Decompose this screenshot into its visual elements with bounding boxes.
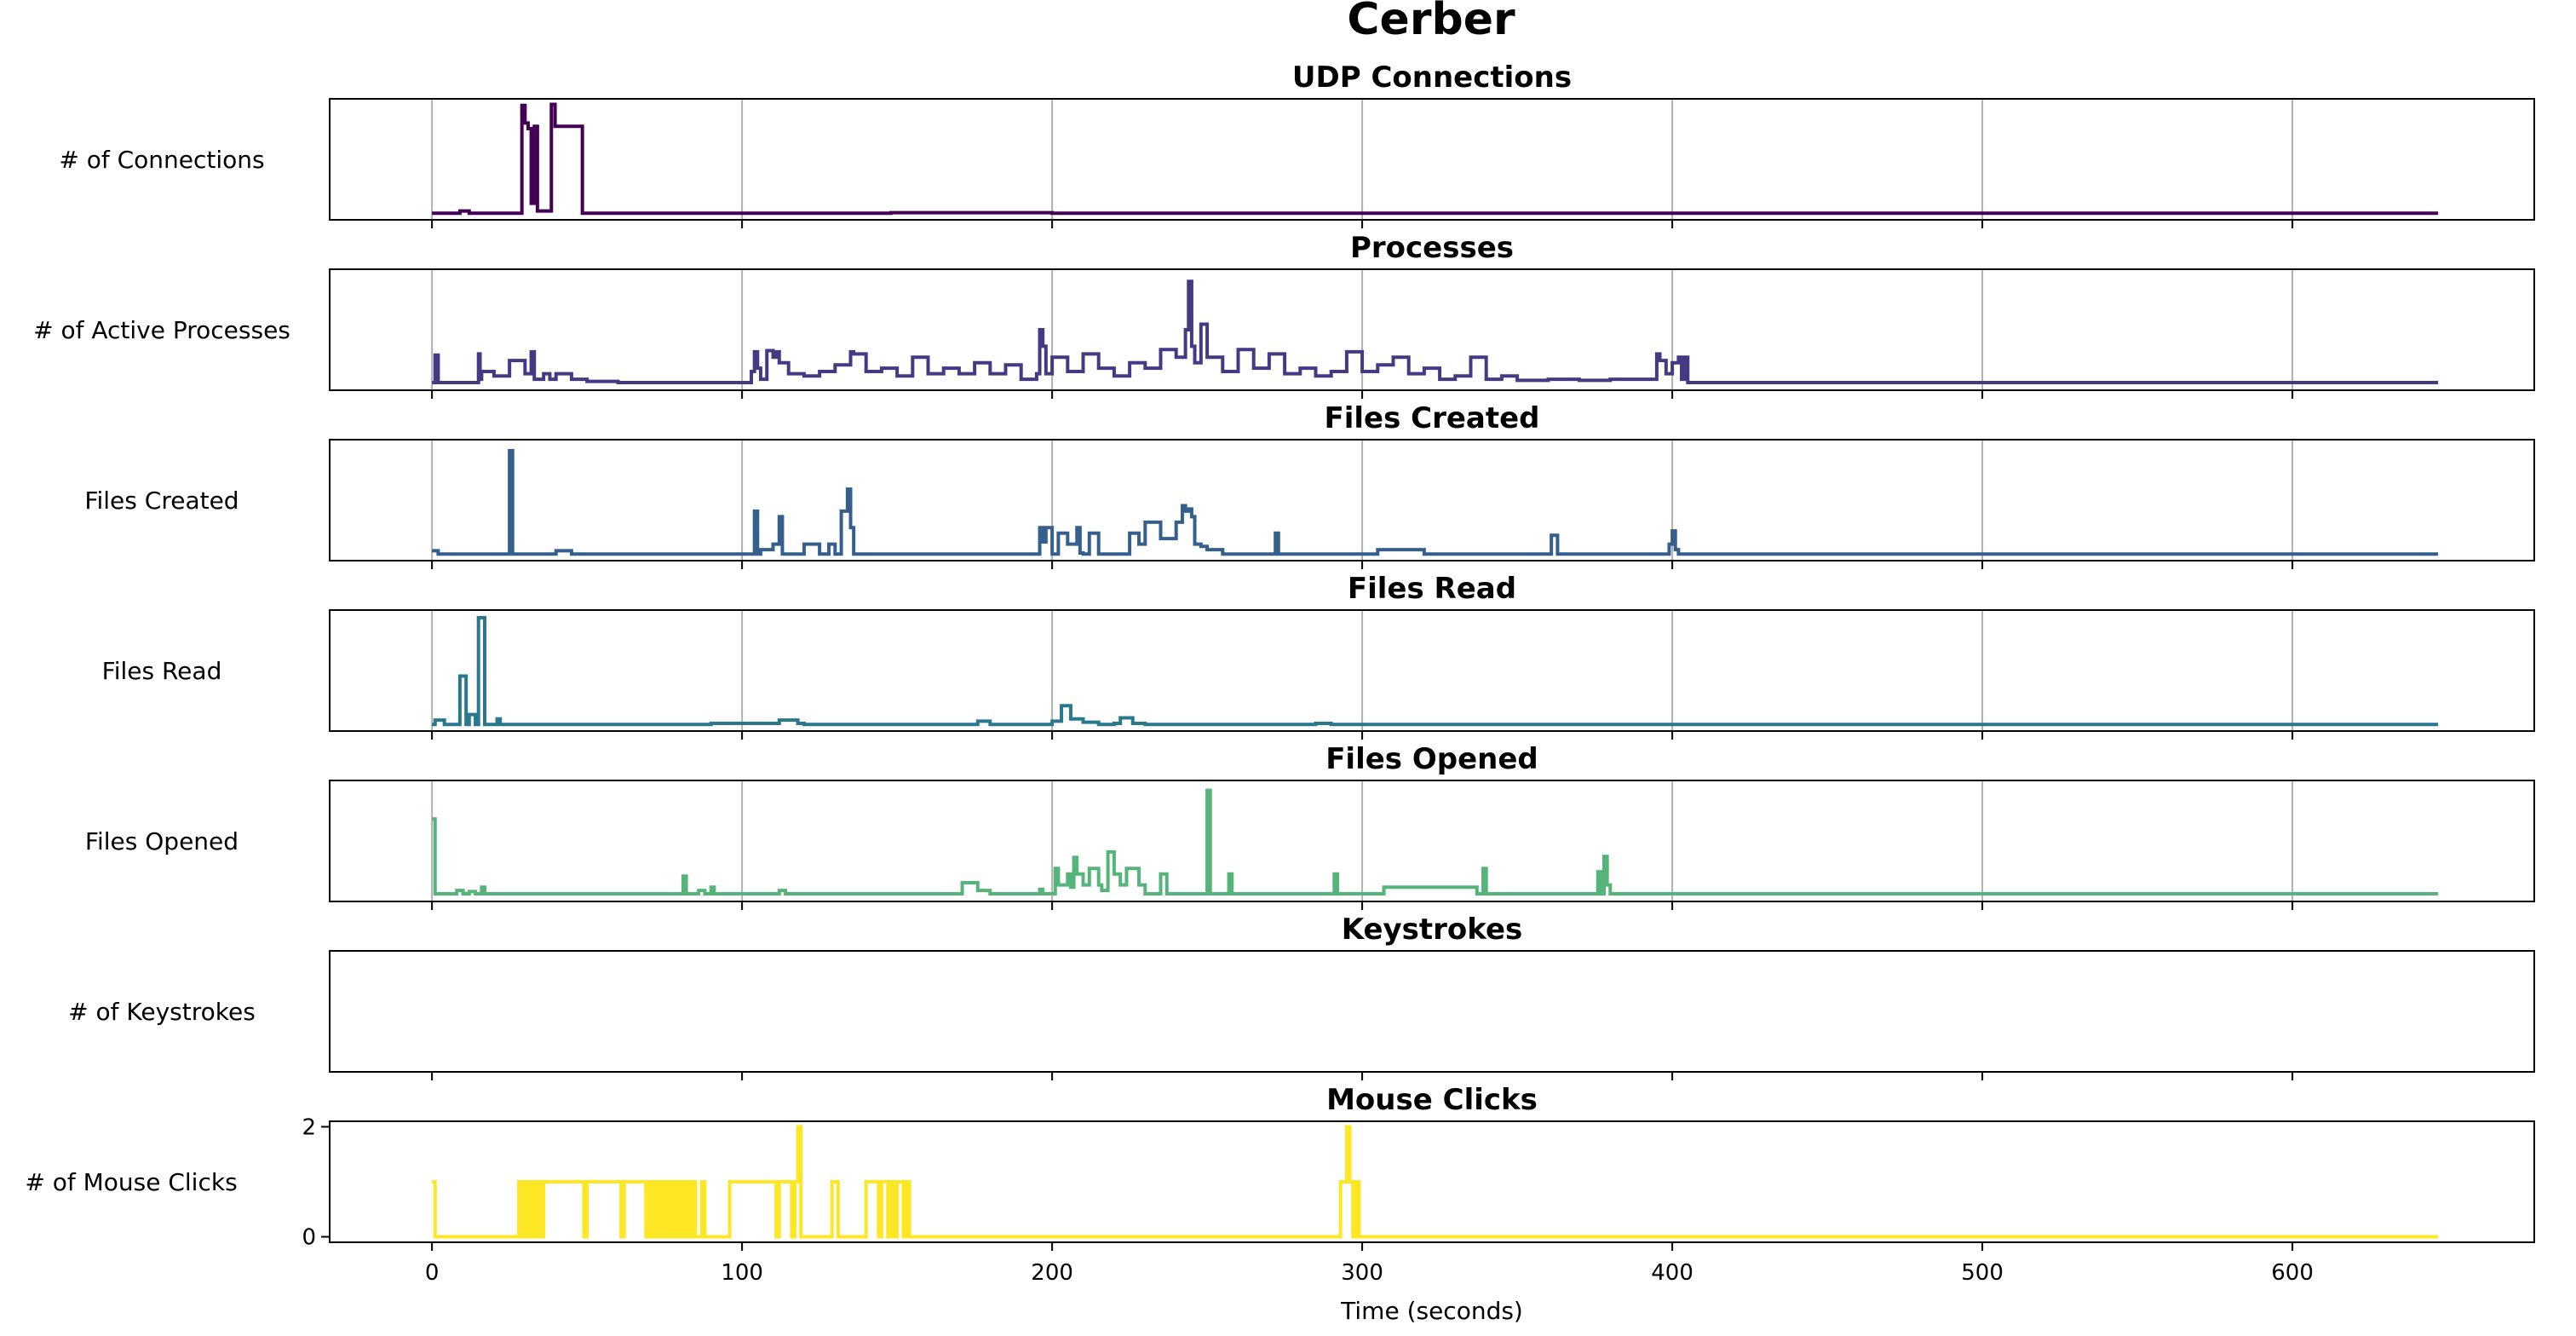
y-axis-label: Files Read: [102, 657, 222, 685]
panel-files-read: Files Read Files Read: [102, 572, 2535, 740]
y-axis-label: # of Active Processes: [33, 316, 290, 344]
axes-frame: [329, 950, 2535, 1073]
x-tick-label: 500: [1961, 1260, 2004, 1286]
y-tick-label: 0: [302, 1225, 316, 1251]
y-tick-label: 2: [302, 1114, 316, 1140]
y-axis-label: # of Mouse Clicks: [25, 1168, 237, 1196]
panel-files-opened: Files Opened Files Opened: [85, 742, 2535, 910]
series-line: [432, 448, 2439, 556]
panel-udp-connections: UDP Connections # of Connections: [59, 60, 2535, 228]
panel-title: UDP Connections: [1292, 60, 1572, 95]
x-tick-label: 0: [425, 1260, 440, 1286]
axes-frame: [329, 1120, 2535, 1243]
x-axis-label: Time (seconds): [1340, 1297, 1523, 1325]
x-tick-label: 600: [2271, 1260, 2314, 1286]
x-tick-label: 200: [1031, 1260, 1073, 1286]
series-line: [432, 279, 2439, 384]
axes-frame: [329, 609, 2535, 732]
y-axis-label: Files Opened: [85, 827, 239, 855]
axes-frame: [329, 780, 2535, 902]
panel-mouse-clicks: Mouse Clicks # of Mouse Clicks 0 2 0 100 200 30…: [25, 1083, 2535, 1325]
panel-keystrokes: Keystrokes # of Keystrokes: [68, 913, 2535, 1080]
series-line: [432, 616, 2439, 727]
panel-title: Keystrokes: [1342, 913, 1523, 947]
x-tick-label: 300: [1341, 1260, 1383, 1286]
panel-title: Processes: [1350, 231, 1514, 265]
panel-processes: Processes # of Active Processes: [33, 231, 2535, 399]
y-axis-label: Files Created: [84, 487, 239, 515]
panel-title: Files Opened: [1325, 742, 1538, 776]
series-line: [432, 1125, 2439, 1239]
figure-title: Cerber: [1347, 0, 1515, 45]
panel-title: Mouse Clicks: [1326, 1083, 1538, 1117]
series-line: [432, 102, 2439, 216]
x-tick-label: 400: [1651, 1260, 1693, 1286]
axes-frame: [329, 98, 2535, 221]
panels: UDP Connections # of Connections Processes…: [25, 60, 2535, 1325]
x-tick-label: 100: [721, 1260, 763, 1286]
panel-title: Files Created: [1324, 401, 1539, 435]
series-line: [432, 788, 2439, 895]
panel-files-created: Files Created Files Created: [84, 401, 2535, 569]
axes-frame: [329, 439, 2535, 561]
panel-title: Files Read: [1348, 572, 1516, 606]
axes-frame: [329, 268, 2535, 391]
y-axis-label: # of Keystrokes: [68, 998, 256, 1026]
y-axis-label: # of Connections: [59, 146, 264, 174]
